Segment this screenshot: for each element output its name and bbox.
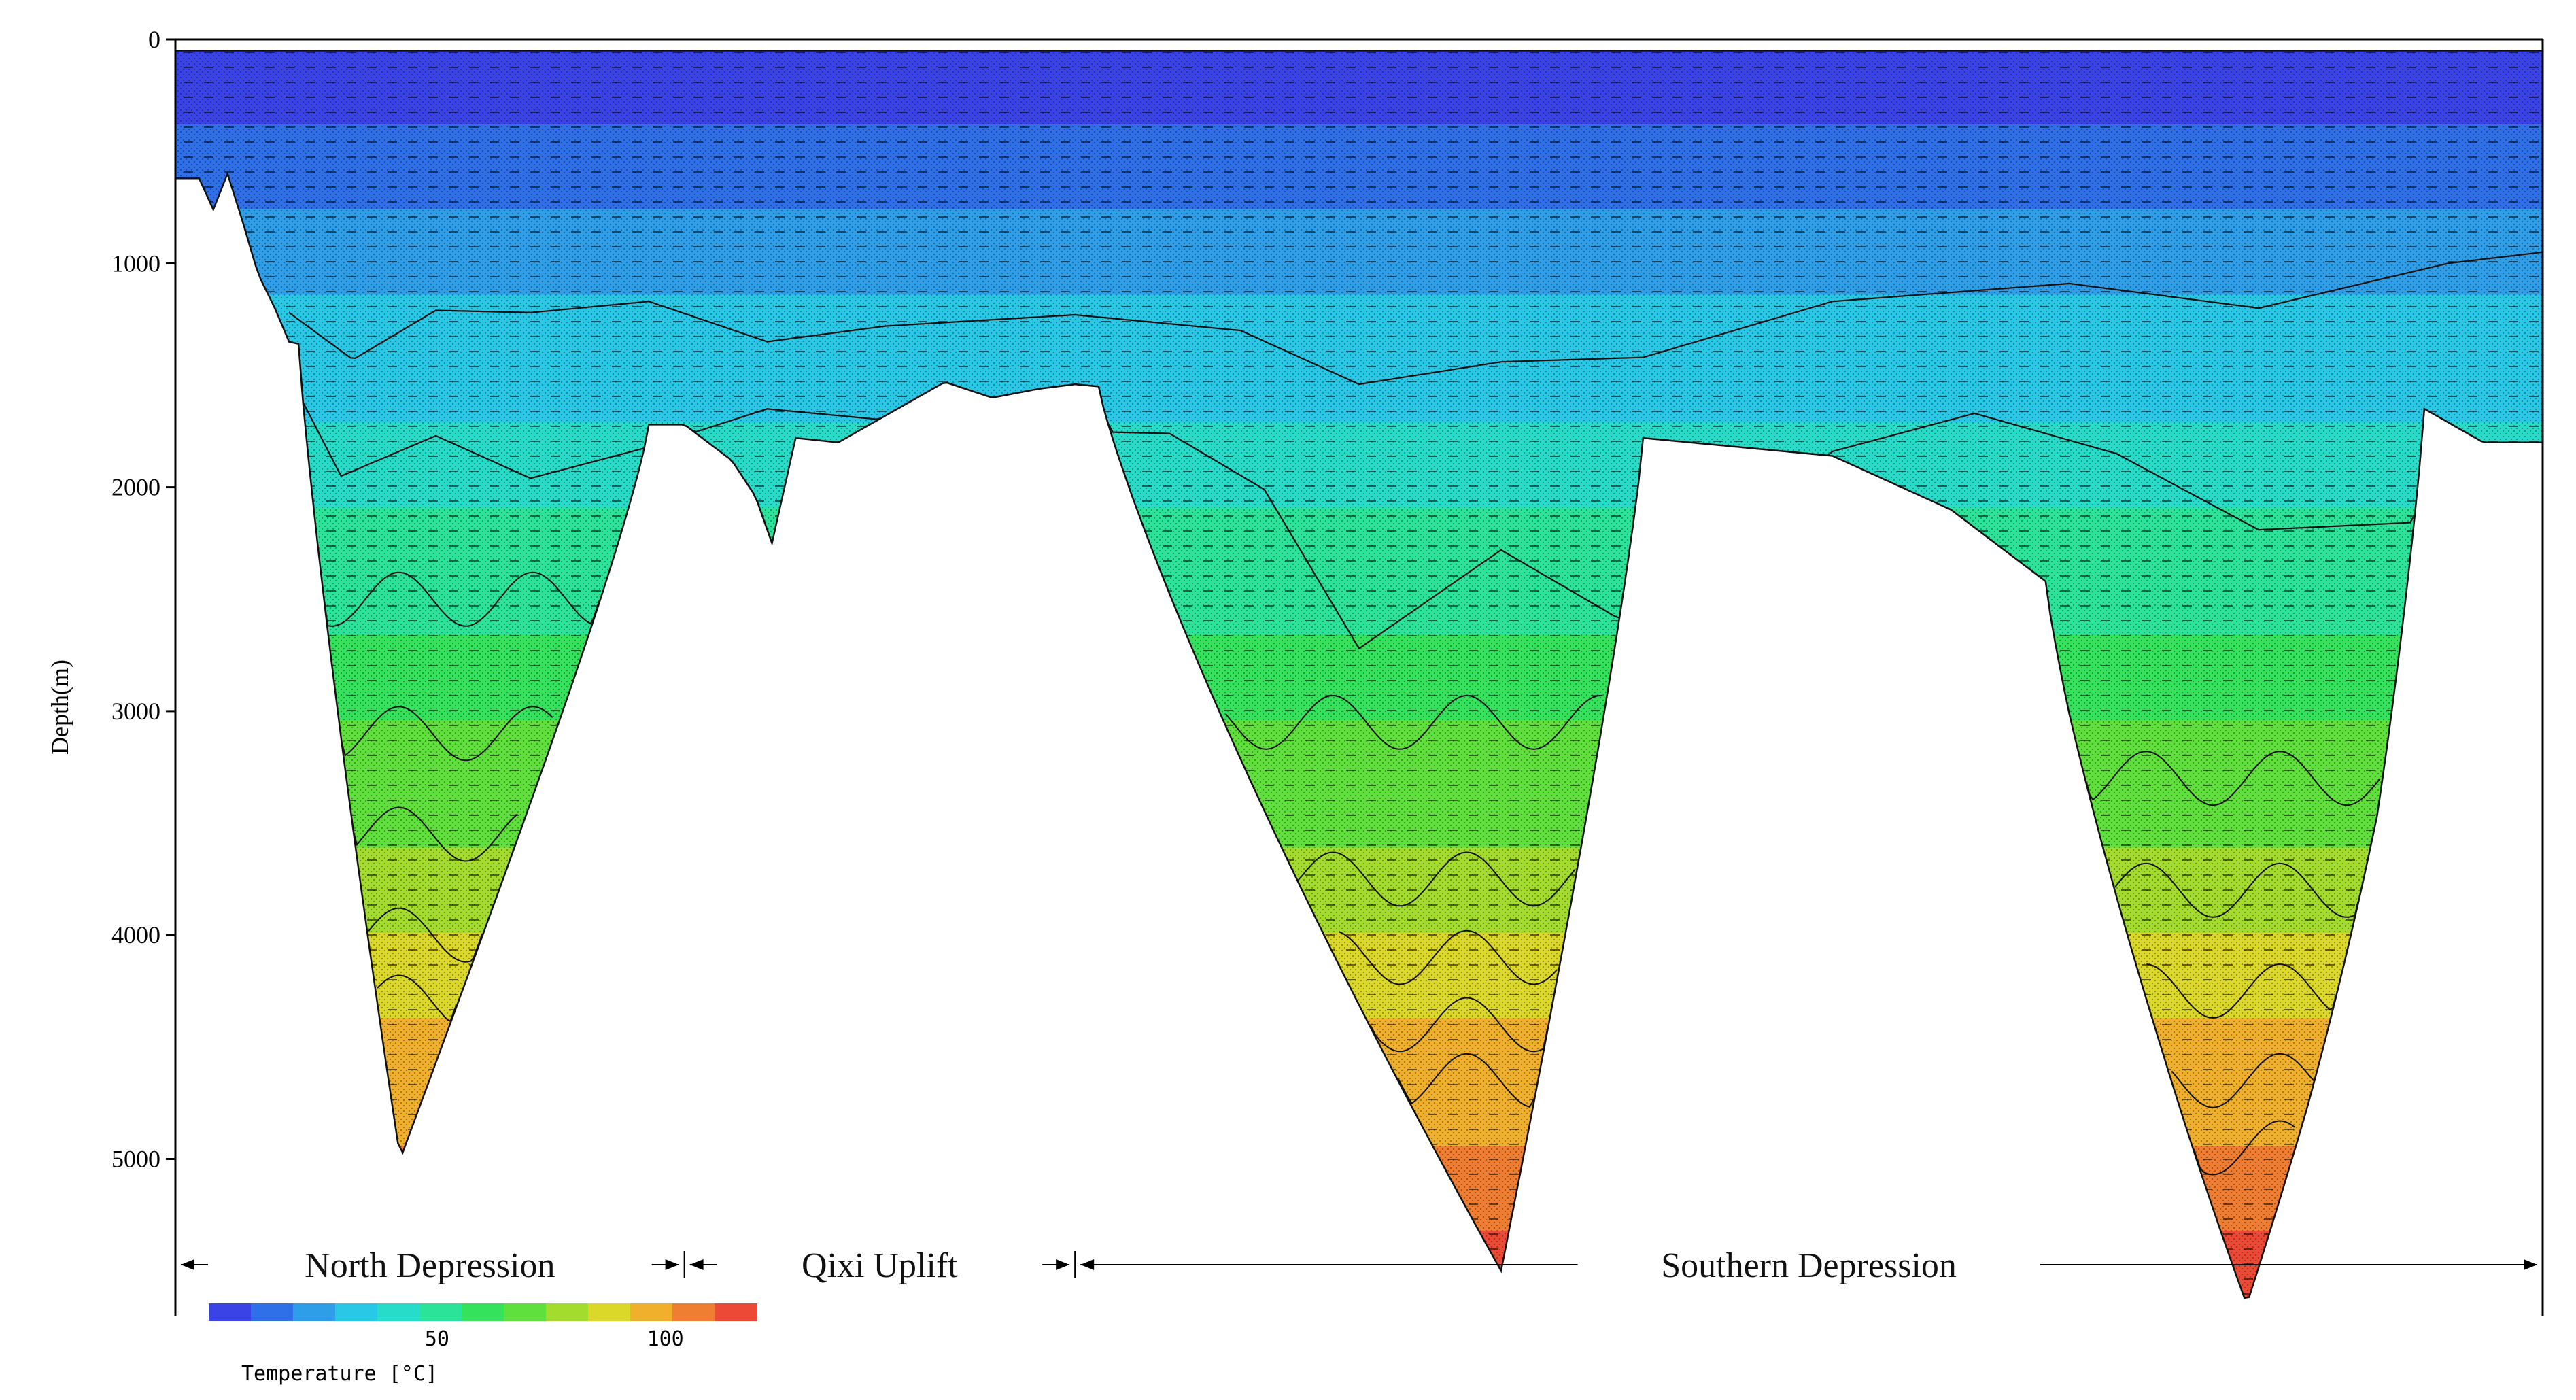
region-label-1: Qixi Uplift xyxy=(802,1246,958,1285)
basin-layer-lines xyxy=(324,571,2381,1176)
colorbar-cell-2 xyxy=(293,1303,336,1321)
colorbar-cell-4 xyxy=(377,1303,420,1321)
plot-area xyxy=(174,50,2544,1299)
region-arrowhead-left-2 xyxy=(1080,1259,1095,1270)
colorbar-ticks: 50 100 xyxy=(425,1327,684,1351)
colorbar-cell-11 xyxy=(672,1303,715,1321)
basin-2-layer-2 xyxy=(2146,963,2337,1019)
interface-line-2 xyxy=(288,341,2543,650)
basin-0-layer-2 xyxy=(353,806,518,862)
region-labels: North Depression Qixi Uplift Southern Depr… xyxy=(181,1246,2543,1285)
region-label-2: Southern Depression xyxy=(1661,1246,1957,1285)
colorbar-tick-50: 50 xyxy=(425,1327,449,1351)
y-tick-label-5000: 5000 xyxy=(111,1145,160,1172)
colorbar-cell-1 xyxy=(251,1303,294,1321)
region-arrowhead-left-0 xyxy=(181,1259,194,1270)
basin-2-layer-4 xyxy=(2193,1120,2296,1176)
basin-1-layer-4 xyxy=(1397,1053,1535,1108)
interface-line-1 xyxy=(288,251,2543,386)
colorbar-cells xyxy=(209,1303,757,1321)
colorbar-cell-8 xyxy=(546,1303,589,1321)
y-tick-label-3000: 3000 xyxy=(111,698,160,725)
basin-0-layer-4 xyxy=(377,974,457,1023)
basin-1-layer-3 xyxy=(1370,997,1549,1053)
region-label-0: North Depression xyxy=(305,1246,555,1285)
y-axis-title: Depth(m) xyxy=(46,660,73,755)
y-ticks: 0 1000 2000 3000 4000 5000 xyxy=(111,26,175,1172)
basin-1-layer-2 xyxy=(1339,929,1558,985)
interface-lines xyxy=(288,251,2543,650)
basin-2-layer-1 xyxy=(2114,862,2359,918)
colorbar-cell-5 xyxy=(419,1303,462,1321)
colorbar-cell-0 xyxy=(209,1303,252,1321)
basin-2-layer-0 xyxy=(2086,751,2381,806)
colorbar-cell-3 xyxy=(335,1303,378,1321)
basin-0-layer-1 xyxy=(341,706,553,762)
basin-1-layer-1 xyxy=(1297,851,1576,907)
colorbar-cell-12 xyxy=(715,1303,757,1321)
colorbar-cell-7 xyxy=(504,1303,547,1321)
region-arrowhead-right-0 xyxy=(665,1259,679,1270)
colorbar-cell-10 xyxy=(630,1303,673,1321)
basin-0-layer-3 xyxy=(368,907,483,963)
region-arrowhead-right-2 xyxy=(2524,1259,2537,1270)
y-tick-label-1000: 1000 xyxy=(111,250,160,277)
dot-stipple-overlay xyxy=(175,50,2543,1298)
section-outline xyxy=(174,50,2544,1299)
colorbar-tick-100: 100 xyxy=(647,1327,684,1351)
colorbar-cell-9 xyxy=(588,1303,631,1321)
y-tick-label-2000: 2000 xyxy=(111,474,160,501)
basin-1-layer-0 xyxy=(1225,694,1602,750)
region-arrowhead-right-1 xyxy=(1056,1259,1070,1270)
region-arrowhead-left-1 xyxy=(689,1259,704,1270)
basin-2-layer-3 xyxy=(2171,1053,2315,1108)
colorbar-label: Temperature [°C] xyxy=(241,1362,438,1386)
y-axis: 0 1000 2000 3000 4000 5000 Depth(m) xyxy=(46,26,2544,1316)
y-tick-label-4000: 4000 xyxy=(111,921,160,949)
y-tick-label-0: 0 xyxy=(148,26,160,53)
colorbar: 50 100 Temperature [°C] xyxy=(209,1303,757,1386)
basin-0-layer-0 xyxy=(324,571,600,627)
colorbar-cell-6 xyxy=(462,1303,504,1321)
